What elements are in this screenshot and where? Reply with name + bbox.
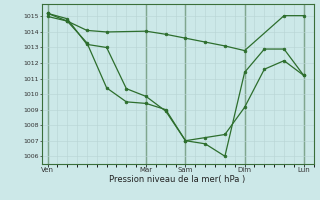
X-axis label: Pression niveau de la mer( hPa ): Pression niveau de la mer( hPa ) — [109, 175, 246, 184]
